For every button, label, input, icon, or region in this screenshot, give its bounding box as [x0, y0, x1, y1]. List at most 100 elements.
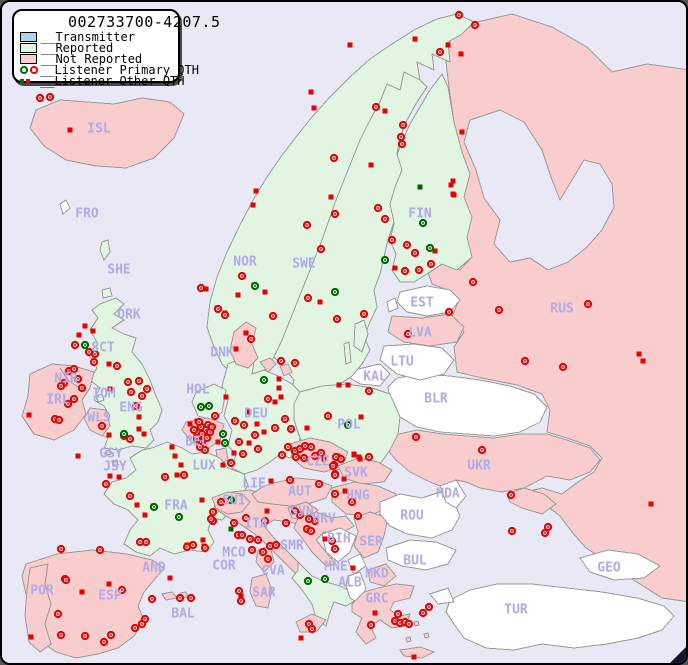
listener-other-marker: [276, 385, 282, 391]
listener-other-marker: [233, 346, 239, 352]
listener-primary-marker: [323, 411, 333, 421]
island-sardinia: [249, 573, 273, 609]
listener-primary-marker: [330, 489, 340, 499]
country-lva: [387, 313, 465, 347]
listener-primary-marker: [77, 383, 87, 393]
listener-other-marker: [172, 453, 178, 459]
listener-other-marker: [142, 512, 148, 518]
listener-primary-marker: [80, 340, 90, 350]
listener-primary-marker: [56, 630, 66, 640]
country-rou: [379, 491, 461, 539]
listener-primary-marker: [410, 248, 420, 258]
listener-primary-marker: [134, 376, 144, 386]
listener-primary-marker: [253, 444, 263, 454]
listener-primary-marker: [263, 554, 273, 564]
listener-primary-marker: [237, 530, 247, 540]
listener-other-marker: [264, 508, 270, 514]
country-ltu: [379, 343, 455, 381]
legend-label: __Listener Primary QTH: [40, 63, 199, 77]
listener-other-marker: [342, 488, 348, 494]
listener-other-marker: [382, 108, 388, 114]
listener-other-marker: [347, 42, 353, 48]
red-square-icon: [26, 79, 30, 83]
listener-primary-marker: [359, 309, 369, 319]
listener-primary-marker: [106, 630, 116, 640]
listener-primary-marker: [380, 255, 390, 265]
country-isl: [29, 97, 185, 169]
listener-other-marker: [458, 51, 464, 57]
listener-other-marker: [106, 432, 112, 438]
listener-other-marker: [82, 323, 88, 329]
listener-other-marker: [76, 332, 82, 338]
listener-primary-marker: [418, 218, 428, 228]
listener-other-marker: [235, 292, 241, 298]
listener-other-marker: [304, 425, 310, 431]
listener-primary-marker: [276, 356, 286, 366]
island-saaremaa: [386, 297, 399, 313]
listener-primary-marker: [290, 506, 300, 516]
listener-primary-marker: [90, 349, 100, 359]
legend-row-listener-primary: __Listener Primary QTH: [20, 63, 199, 77]
country-aut: [251, 477, 333, 507]
listener-primary-marker: [330, 544, 340, 554]
listener-primary-marker: [291, 452, 301, 462]
listener-primary-marker: [73, 374, 83, 384]
listener-primary-marker: [206, 514, 216, 524]
listener-primary-marker: [188, 540, 198, 550]
listener-other-marker: [276, 376, 282, 382]
listener-primary-marker: [330, 287, 340, 297]
listener-other-marker: [357, 456, 363, 462]
listener-primary-marker: [69, 364, 79, 374]
listener-primary-marker: [56, 381, 66, 391]
listener-other-marker: [392, 265, 398, 271]
white-sea: [463, 109, 615, 271]
listener-primary-marker: [347, 497, 357, 507]
listener-primary-marker: [285, 475, 295, 485]
listener-primary-marker: [290, 358, 300, 368]
primary-qth-icons: [20, 66, 39, 74]
island-aegean-3: [405, 636, 412, 643]
listener-primary-marker: [371, 102, 381, 112]
listener-primary-marker: [295, 510, 305, 520]
listener-primary-marker: [540, 528, 550, 538]
listener-primary-marker: [149, 502, 159, 512]
listener-primary-marker: [246, 334, 256, 344]
listener-primary-marker: [299, 453, 309, 463]
island-oland: [343, 341, 352, 365]
country-bul: [385, 539, 457, 571]
region-kal: [349, 363, 391, 387]
listener-primary-marker: [310, 516, 320, 526]
listener-primary-marker: [123, 377, 133, 387]
listener-primary-marker: [175, 593, 185, 603]
listener-primary-marker: [353, 511, 363, 521]
listener-other-marker: [116, 474, 122, 480]
listener-primary-marker: [403, 329, 413, 339]
listener-other-marker: [136, 426, 142, 432]
listener-primary-marker: [303, 293, 313, 303]
green-square-icon: [20, 79, 24, 83]
listener-primary-marker: [280, 414, 290, 424]
listener-primary-marker: [179, 470, 189, 480]
listener-other-marker: [187, 421, 193, 427]
listener-primary-marker: [263, 394, 273, 404]
country-dnk: [229, 321, 259, 369]
listener-primary-marker: [112, 361, 122, 371]
listener-other-marker: [317, 299, 323, 305]
legend-row-reported: __Reported: [20, 42, 199, 54]
listener-primary-marker: [61, 575, 71, 585]
listener-primary-marker: [69, 394, 79, 404]
listener-other-marker: [28, 634, 34, 640]
listener-other-marker: [358, 414, 364, 420]
listener-primary-marker: [380, 214, 390, 224]
country-bih: [321, 527, 357, 563]
listener-primary-marker: [189, 425, 199, 435]
listener-primary-marker: [286, 424, 296, 434]
listener-primary-marker: [329, 153, 339, 163]
listener-primary-marker: [373, 203, 383, 213]
listener-other-marker: [417, 184, 423, 190]
listener-primary-marker: [558, 362, 568, 372]
country-geo: [579, 549, 661, 581]
listener-other-marker: [450, 178, 456, 184]
